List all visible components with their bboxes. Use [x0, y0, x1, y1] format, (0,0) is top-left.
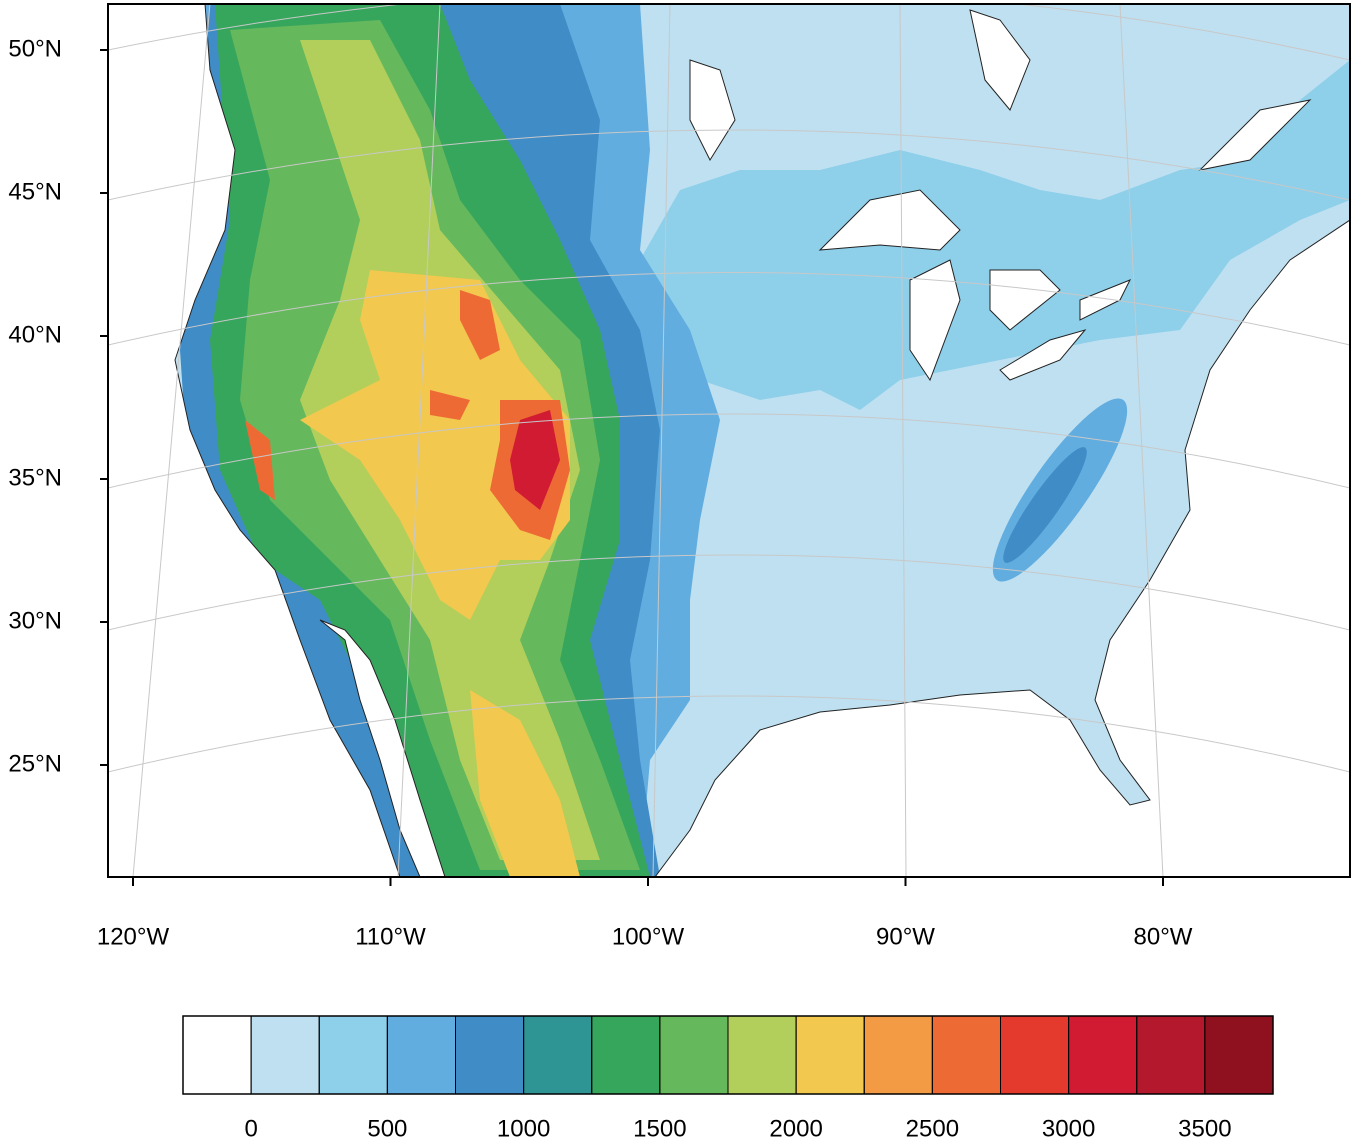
lon-label: 100°W	[612, 923, 685, 950]
lat-label: 50°N	[8, 35, 62, 62]
lon-label: 90°W	[876, 923, 935, 950]
colorbar-box	[1000, 1015, 1070, 1095]
lat-label: 40°N	[8, 321, 62, 348]
great-lakes	[818, 189, 1132, 382]
colorbar-box	[931, 1015, 1001, 1095]
elev-band	[510, 410, 560, 510]
colorbar-box	[727, 1015, 797, 1095]
colorbar-box	[318, 1015, 388, 1095]
appalachians	[1003, 447, 1087, 563]
colorbar-box	[1204, 1015, 1274, 1095]
colorbar-box	[182, 1015, 252, 1095]
elev-band	[245, 290, 570, 540]
colorbar-label: 1000	[497, 1115, 550, 1140]
colorbar-label: 1500	[633, 1115, 686, 1140]
colorbar-box	[1068, 1015, 1138, 1095]
colorbar-box	[250, 1015, 320, 1095]
elev-band	[300, 270, 570, 620]
elev-band	[470, 690, 580, 877]
lat-label: 30°N	[8, 607, 62, 634]
lon-label: 80°W	[1134, 923, 1193, 950]
colorbar-label: 500	[367, 1115, 407, 1140]
colorbar-box	[1136, 1015, 1206, 1095]
lon-label: 110°W	[355, 923, 426, 950]
colorbar-box	[659, 1015, 729, 1095]
atlantic-gulf	[654, 219, 1350, 877]
graticule	[132, 4, 1164, 877]
colorbar-box	[863, 1015, 933, 1095]
colorbar-label: 3500	[1178, 1115, 1231, 1140]
colorbar-label: 2000	[769, 1115, 822, 1140]
pacific-ocean	[108, 4, 401, 877]
lat-label: 35°N	[8, 464, 62, 491]
colorbar-box	[795, 1015, 865, 1095]
canada-lakes	[689, 9, 1312, 171]
lat-label: 25°N	[8, 750, 62, 777]
colorbar-label: 3000	[1042, 1115, 1095, 1140]
lon-label: 120°W	[97, 923, 170, 950]
gulf-of-california	[319, 619, 446, 877]
map	[108, 4, 1350, 877]
graticule	[108, 4, 1350, 773]
map-frame	[107, 3, 1351, 878]
colorbar-box	[386, 1015, 456, 1095]
colorbar-label: 0	[244, 1115, 257, 1140]
colorbar-frame	[182, 1015, 1274, 1095]
colorbar-box	[455, 1015, 525, 1095]
colorbar-label: 2500	[906, 1115, 959, 1140]
colorbar-box	[523, 1015, 593, 1095]
colorbar-box	[591, 1015, 661, 1095]
lat-label: 45°N	[8, 178, 62, 205]
